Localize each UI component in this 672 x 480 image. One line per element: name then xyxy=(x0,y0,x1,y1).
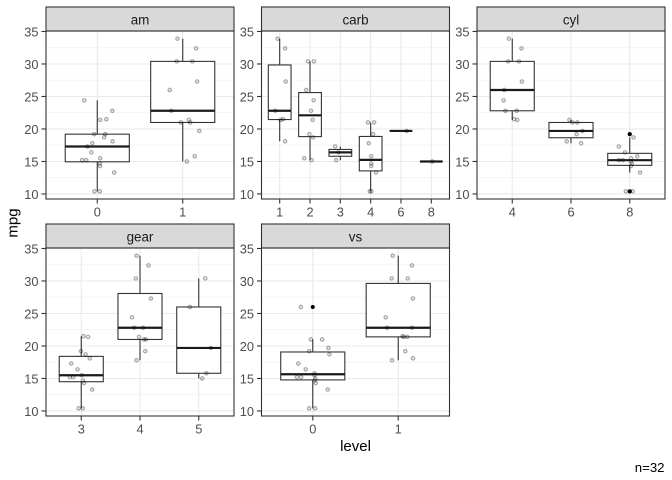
svg-text:25: 25 xyxy=(240,307,254,322)
svg-text:vs: vs xyxy=(349,229,363,244)
svg-text:35: 35 xyxy=(24,25,38,40)
svg-text:35: 35 xyxy=(24,242,38,257)
svg-text:level: level xyxy=(340,438,371,455)
svg-text:15: 15 xyxy=(24,372,38,387)
svg-text:8: 8 xyxy=(428,205,435,220)
svg-text:10: 10 xyxy=(240,187,254,202)
svg-text:30: 30 xyxy=(24,57,38,72)
svg-text:25: 25 xyxy=(455,90,469,105)
svg-text:am: am xyxy=(131,12,150,27)
svg-text:20: 20 xyxy=(455,122,469,137)
svg-text:20: 20 xyxy=(24,339,38,354)
svg-text:10: 10 xyxy=(24,404,38,419)
svg-text:35: 35 xyxy=(240,25,254,40)
svg-text:6: 6 xyxy=(397,205,404,220)
svg-text:10: 10 xyxy=(240,404,254,419)
svg-text:4: 4 xyxy=(367,205,374,220)
svg-text:n=32: n=32 xyxy=(635,460,665,475)
svg-text:cyl: cyl xyxy=(563,12,579,27)
svg-text:1: 1 xyxy=(395,422,402,437)
svg-text:15: 15 xyxy=(24,155,38,170)
svg-text:35: 35 xyxy=(240,242,254,257)
svg-text:5: 5 xyxy=(195,422,202,437)
svg-text:25: 25 xyxy=(24,90,38,105)
svg-text:mpg: mpg xyxy=(5,208,22,237)
svg-text:25: 25 xyxy=(240,90,254,105)
svg-text:30: 30 xyxy=(455,57,469,72)
svg-text:15: 15 xyxy=(240,155,254,170)
svg-text:10: 10 xyxy=(455,187,469,202)
svg-text:8: 8 xyxy=(626,205,633,220)
svg-text:6: 6 xyxy=(567,205,574,220)
svg-text:3: 3 xyxy=(337,205,344,220)
svg-text:15: 15 xyxy=(455,155,469,170)
svg-text:4: 4 xyxy=(509,205,516,220)
svg-text:15: 15 xyxy=(240,372,254,387)
svg-text:0: 0 xyxy=(94,205,101,220)
svg-text:30: 30 xyxy=(240,274,254,289)
svg-text:35: 35 xyxy=(455,25,469,40)
svg-text:0: 0 xyxy=(309,422,316,437)
svg-text:20: 20 xyxy=(24,122,38,137)
svg-text:3: 3 xyxy=(78,422,85,437)
svg-text:carb: carb xyxy=(342,12,368,27)
svg-text:30: 30 xyxy=(240,57,254,72)
svg-text:30: 30 xyxy=(24,274,38,289)
svg-text:20: 20 xyxy=(240,339,254,354)
svg-text:4: 4 xyxy=(136,422,143,437)
svg-text:20: 20 xyxy=(240,122,254,137)
svg-text:10: 10 xyxy=(24,187,38,202)
svg-text:gear: gear xyxy=(127,229,154,244)
svg-text:2: 2 xyxy=(306,205,313,220)
svg-text:1: 1 xyxy=(179,205,186,220)
svg-text:25: 25 xyxy=(24,307,38,322)
svg-text:1: 1 xyxy=(276,205,283,220)
